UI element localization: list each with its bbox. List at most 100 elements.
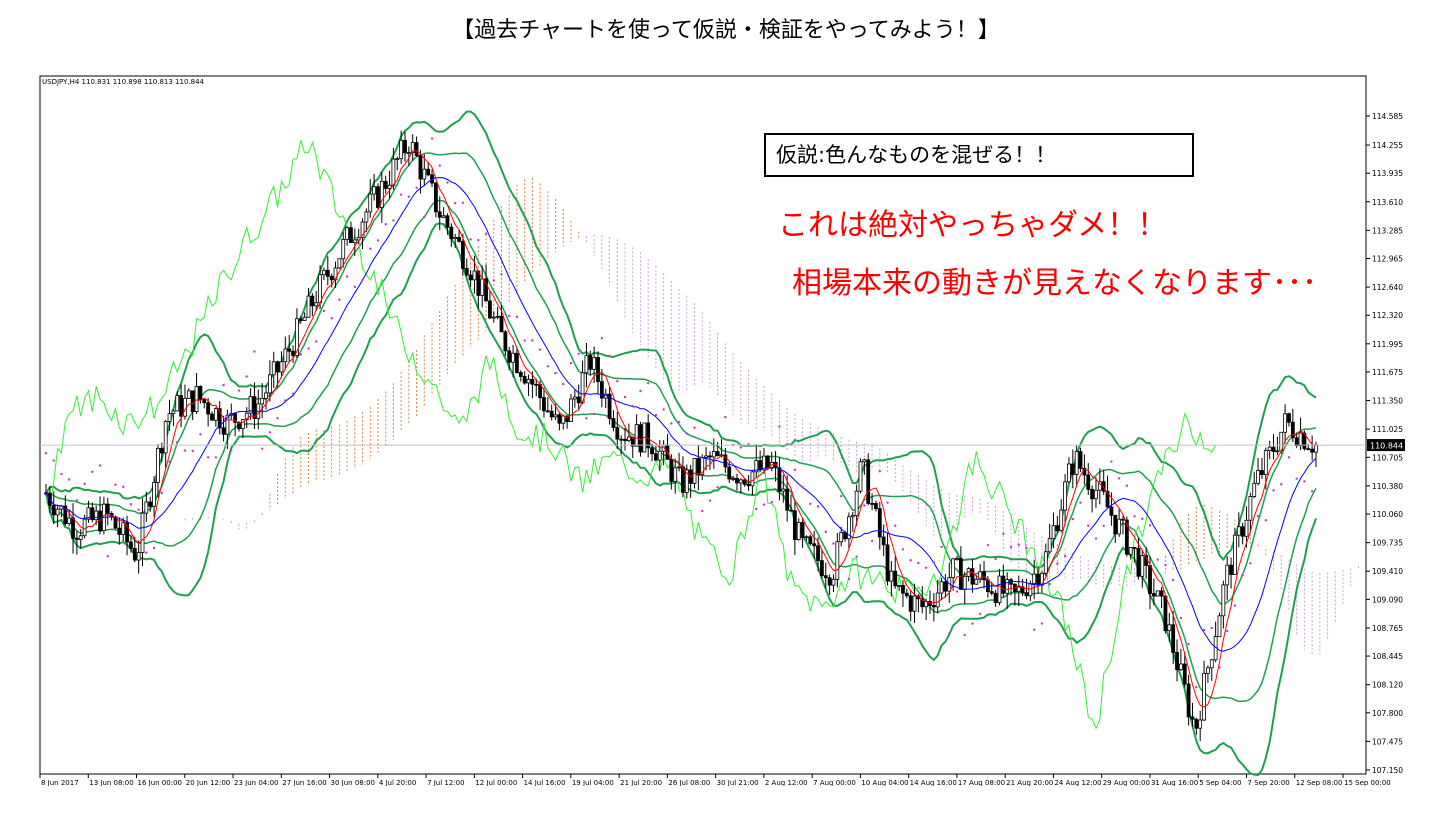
parabolic-sar-dot — [52, 459, 55, 462]
candle-body — [596, 357, 600, 382]
candle-body — [970, 568, 975, 585]
candle-body — [592, 357, 597, 370]
chart-area: 110.844 114.585 114.255 113.935 113.610 113.2… — [38, 74, 1406, 786]
candle-body — [152, 482, 156, 507]
candle-body — [912, 595, 917, 612]
parabolic-sar-dot — [1164, 563, 1167, 567]
candle-body — [931, 605, 936, 608]
candle-body — [287, 348, 292, 352]
candle-body — [1051, 525, 1056, 540]
candle-body — [472, 270, 477, 281]
candle-body — [1132, 547, 1137, 549]
candle-body — [796, 521, 801, 541]
candle-body — [831, 578, 836, 586]
parabolic-sar-dot — [600, 336, 604, 340]
symbol-header: USDJPY,H4 110.831 110.898 110.813 110.84… — [42, 78, 204, 86]
candle-body — [376, 186, 380, 208]
candle-body — [607, 393, 612, 419]
candle-body — [163, 421, 168, 454]
candle-body — [1217, 615, 1222, 637]
parabolic-sar-dot — [894, 524, 897, 527]
candle-body — [1043, 551, 1048, 574]
candle-body — [955, 558, 959, 560]
parabolic-sar-dot — [176, 440, 179, 444]
candle-body — [507, 350, 512, 363]
parabolic-sar-dot — [1056, 562, 1059, 565]
candle-body — [310, 295, 315, 307]
bollinger-inner-upper — [46, 152, 1317, 607]
candle-body — [129, 541, 133, 549]
candle-body — [522, 376, 527, 384]
parabolic-sar-dot — [145, 551, 148, 554]
candle-body — [989, 591, 994, 594]
y-tick-label: 110.705 — [1372, 453, 1403, 462]
candle-body — [1178, 663, 1183, 671]
last-price-box — [1367, 439, 1405, 452]
parabolic-sar-dot — [986, 544, 990, 547]
parabolic-sar-dot — [1102, 524, 1105, 527]
candle-body — [812, 543, 817, 547]
parabolic-sar-dot — [183, 449, 187, 452]
candle-body — [186, 390, 191, 399]
candle-body — [746, 483, 751, 487]
parabolic-sar-dot — [1187, 642, 1190, 646]
candle-body — [650, 447, 654, 455]
candle-body — [626, 436, 631, 442]
candle-body — [1236, 526, 1241, 536]
parabolic-sar-dot — [369, 247, 372, 250]
parabolic-sar-dot — [770, 500, 773, 504]
parabolic-sar-dot — [708, 499, 712, 502]
candle-body — [480, 278, 485, 296]
candle-body — [742, 479, 747, 485]
y-tick-label: 111.675 — [1372, 368, 1403, 377]
parabolic-sar-dot — [693, 426, 696, 429]
candle-body — [646, 422, 651, 449]
candle-body — [132, 548, 137, 561]
parabolic-sar-dot — [778, 425, 781, 428]
candle-body — [476, 270, 481, 296]
candle-body — [1175, 651, 1179, 671]
x-tick-label: 2 Aug 12:00 — [765, 779, 808, 786]
candle-body — [735, 477, 739, 484]
parabolic-sar-dot — [122, 485, 125, 489]
parabolic-sar-dot — [948, 632, 951, 635]
candle-body — [279, 361, 284, 373]
candle-body — [275, 361, 280, 373]
candle-body — [414, 142, 419, 157]
parabolic-sar-dot — [361, 278, 364, 281]
candle-body — [159, 447, 164, 454]
parabolic-sar-dot — [832, 542, 835, 545]
candle-body — [337, 258, 342, 269]
candle-body — [94, 510, 99, 521]
candle-body — [584, 355, 589, 374]
candle-body — [1136, 548, 1141, 577]
candle-body — [1244, 519, 1249, 537]
candle-body — [630, 436, 635, 447]
candle-body — [1055, 525, 1060, 532]
candle-body — [314, 302, 319, 307]
parabolic-sar-dot — [1002, 532, 1005, 535]
parabolic-sar-dot — [1287, 456, 1291, 459]
candle-body — [835, 541, 840, 580]
ma-red-line — [45, 149, 1317, 708]
candle-body — [897, 585, 902, 587]
candle-body — [1194, 718, 1199, 729]
parabolic-sar-dot — [214, 456, 218, 459]
candle-body — [669, 458, 674, 482]
candle-body — [765, 455, 770, 469]
candle-body — [920, 598, 925, 608]
y-tick-label: 109.090 — [1372, 595, 1403, 604]
x-tick-label: 12 Sep 08:00 — [1296, 779, 1343, 786]
candle-body — [785, 488, 790, 511]
x-tick-label: 21 Jul 20:00 — [620, 779, 662, 786]
parabolic-sar-dot — [276, 416, 279, 420]
candle-body — [1113, 514, 1118, 535]
x-tick-label: 8 Jun 2017 — [41, 779, 79, 786]
x-tick-label: 30 Jun 08:00 — [331, 779, 375, 786]
candle-body — [611, 418, 616, 428]
candle-body — [175, 395, 180, 412]
hypothesis-box: 仮説:色んなものを混ぜる！！ — [764, 133, 1194, 177]
parabolic-sar-dot — [1017, 543, 1020, 546]
parabolic-sar-dot — [129, 503, 133, 506]
candle-body — [673, 467, 678, 482]
